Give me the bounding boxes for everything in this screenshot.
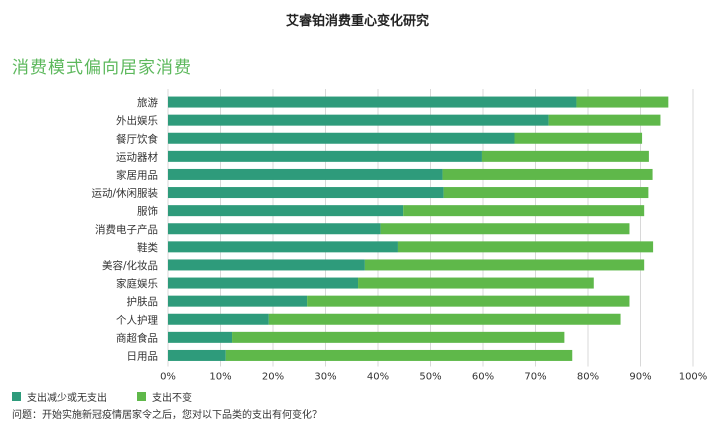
x-tick-label: 100% [679,372,708,383]
x-tick-label: 90% [629,372,651,383]
legend-item-decrease: 支出减少或无支出 [12,389,107,404]
x-tick-label: 80% [577,372,599,383]
legend-item-unchanged: 支出不变 [137,389,192,404]
chart-subtitle: 消费模式偏向居家消费 [12,58,192,78]
legend-label-unchanged: 支出不变 [152,393,192,404]
x-tick-label: 10% [209,372,231,383]
x-tick-label: 20% [262,372,284,383]
category-label: 消费电子产品 [95,223,158,236]
bar-decrease [168,277,359,289]
legend-swatch-unchanged [137,392,146,401]
legend-swatch-decrease [12,392,21,401]
category-label: 日用品 [127,350,159,362]
category-label: 护肤品 [127,295,159,308]
bar-unchanged [514,132,643,144]
bar-unchanged [225,349,573,361]
bar-unchanged [576,96,669,108]
category-label: 服饰 [137,205,158,218]
bar-unchanged [232,331,565,343]
category-label: 运动/休闲服装 [91,187,158,200]
x-tick-label: 70% [524,372,546,383]
category-label: 鞋类 [137,241,158,254]
category-label: 运动器材 [116,150,158,163]
x-tick-label: 30% [314,372,336,383]
category-label: 美容/化妆品 [102,259,158,272]
bar-unchanged [307,295,630,307]
x-tick-label: 50% [419,372,441,383]
legend-label-decrease: 支出减少或无支出 [27,393,107,404]
category-label: 家居用品 [116,168,158,181]
bar-decrease [168,168,443,180]
bar-decrease [168,132,515,144]
category-label: 商超食品 [116,331,158,344]
category-label: 家庭娱乐 [116,277,158,290]
bar-unchanged [548,114,661,126]
bar-decrease [168,295,308,307]
x-tick-label: 40% [367,372,389,383]
x-tick-label: 0% [160,372,176,383]
bar-decrease [168,187,444,199]
bar-decrease [168,313,269,325]
bar-decrease [168,241,398,253]
survey-question-note: 问题：开始实施新冠疫情居家令之后，您对以下品类的支出有何变化？ [12,410,322,421]
bar-decrease [168,205,404,217]
bar-unchanged [358,277,594,289]
category-label: 旅游 [137,96,158,109]
x-tick-label: 60% [472,372,494,383]
bar-decrease [168,331,233,343]
bar-unchanged [380,223,630,235]
bar-decrease [168,349,226,361]
bar-unchanged [364,259,645,271]
bar-decrease [168,114,549,126]
category-label: 餐厅饮食 [116,132,158,145]
bar-decrease [168,259,365,271]
bar-decrease [168,150,482,162]
bar-unchanged [397,241,654,253]
bar-decrease [168,96,577,108]
bar-unchanged [442,168,653,180]
bar-unchanged [403,205,645,217]
category-label: 个人护理 [116,313,158,326]
bar-decrease [168,223,381,235]
bar-unchanged [443,187,649,199]
bar-unchanged [481,150,649,162]
bar-unchanged [268,313,621,325]
category-label: 外出娱乐 [116,114,158,127]
legend: 支出减少或无支出 支出不变 [12,389,192,404]
chart-title: 艾睿铂消费重心变化研究 [285,14,429,29]
